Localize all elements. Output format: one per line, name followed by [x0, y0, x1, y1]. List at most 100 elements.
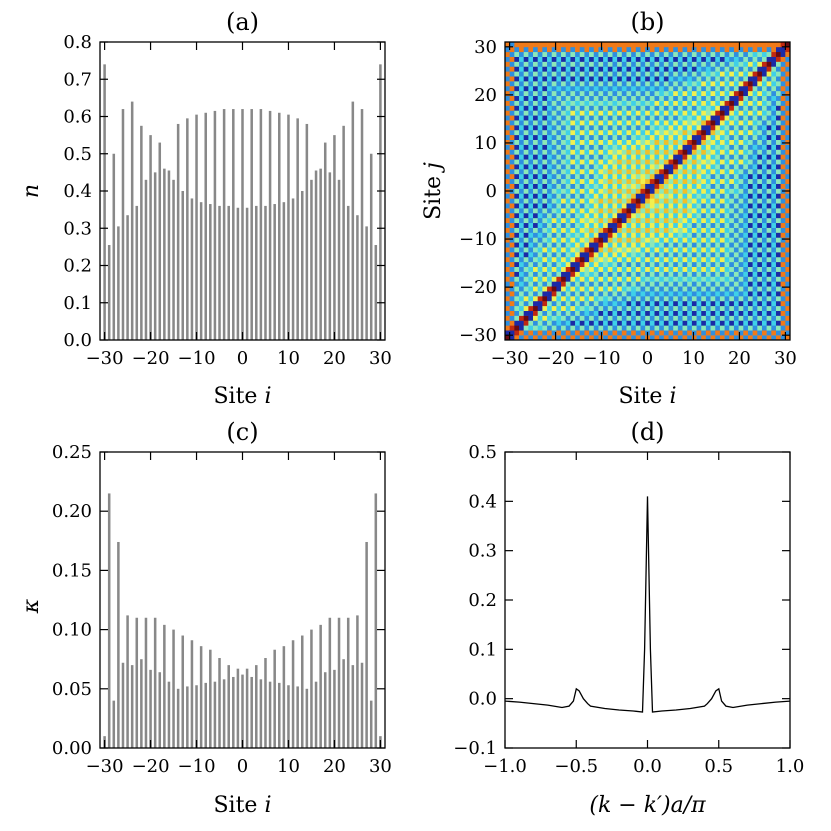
heatmap-cell [612, 271, 618, 277]
heatmap-cell [738, 100, 744, 106]
bar [245, 207, 249, 340]
heatmap-cell [537, 125, 543, 131]
heatmap-cell [547, 81, 553, 87]
bar [199, 646, 203, 748]
heatmap-cell [589, 271, 595, 277]
heatmap-cell [729, 139, 735, 145]
heatmap-cell [607, 51, 613, 57]
heatmap-cell [645, 320, 651, 326]
heatmap-cell [743, 217, 749, 224]
heatmap-cell [719, 46, 725, 53]
heatmap-cell [691, 61, 697, 67]
heatmap-cell [724, 120, 730, 126]
heatmap-cell [612, 139, 618, 145]
heatmap-cell [705, 208, 711, 214]
heatmap-cell [542, 169, 548, 175]
heatmap-cell [710, 237, 716, 243]
heatmap-cell [547, 66, 553, 72]
heatmap-cell [687, 100, 693, 106]
heatmap-cell [607, 81, 613, 87]
heatmap-cell [598, 212, 604, 219]
heatmap-cell [761, 154, 767, 160]
heatmap-cell [626, 286, 632, 292]
heatmap-cell [542, 252, 548, 258]
heatmap-cell [575, 335, 581, 341]
heatmap-cell [719, 203, 725, 209]
heatmap-cell [687, 325, 693, 331]
heatmap-cell [598, 261, 604, 268]
heatmap-cell [589, 305, 595, 311]
heatmap-cell [719, 81, 725, 87]
heatmap-cell [668, 212, 674, 219]
heatmap-cell [663, 281, 669, 287]
heatmap-cell [565, 81, 571, 87]
heatmap-cell [649, 120, 655, 126]
heatmap-cell [775, 212, 781, 219]
heatmap-cell [752, 261, 758, 268]
heatmap-cell [537, 261, 543, 268]
heatmap-cell [593, 183, 599, 189]
heatmap-cell [752, 154, 758, 160]
heatmap-cell [570, 120, 576, 126]
heatmap-cell [579, 76, 585, 82]
heatmap-cell [607, 227, 613, 233]
heatmap-cell [743, 281, 749, 287]
heatmap-cell [565, 296, 571, 302]
heatmap-cell [640, 286, 646, 292]
heatmap-cell [654, 310, 660, 316]
heatmap-cell [626, 222, 632, 228]
heatmap-cell [738, 252, 744, 258]
heatmap-cell [556, 203, 562, 209]
heatmap-cell [570, 198, 576, 204]
heatmap-cell [589, 51, 595, 57]
heatmap-cell [533, 296, 539, 302]
heatmap-cell [645, 100, 651, 106]
heatmap-cell [775, 169, 781, 175]
heatmap-cell [654, 144, 660, 150]
heatmap-cell [565, 266, 571, 272]
heatmap-cell [645, 208, 651, 214]
heatmap-cell [589, 261, 595, 268]
heatmap-cell [654, 61, 660, 67]
heatmap-cell [626, 149, 632, 155]
heatmap-cell [523, 232, 529, 238]
heatmap-cell [677, 76, 683, 82]
heatmap-cell [752, 169, 758, 175]
heatmap-cell [565, 42, 571, 48]
heatmap-cell [635, 217, 641, 224]
heatmap-cell [556, 134, 562, 141]
heatmap-cell [654, 85, 660, 92]
heatmap-cell [565, 61, 571, 67]
heatmap-cell [705, 85, 711, 92]
heatmap-cell [617, 242, 623, 248]
heatmap-cell [771, 237, 777, 243]
heatmap-cell [771, 66, 777, 72]
heatmap-cell [509, 85, 515, 92]
heatmap-cell [743, 173, 749, 180]
heatmap-cell [682, 330, 688, 336]
heatmap-cell [593, 266, 599, 272]
heatmap-cell [719, 222, 725, 228]
heatmap-cell [547, 154, 553, 160]
heatmap-cell [556, 105, 562, 111]
heatmap-cell [659, 105, 665, 111]
heatmap-cell [705, 188, 711, 194]
heatmap-cell [715, 222, 721, 228]
heatmap-cell [659, 159, 665, 165]
heatmap-cell [523, 296, 529, 302]
heatmap-cell [533, 261, 539, 268]
heatmap-cell [733, 154, 739, 160]
heatmap-cell [743, 247, 749, 253]
heatmap-cell [640, 115, 646, 121]
panel-title: (c) [226, 418, 258, 446]
heatmap-cell [659, 217, 665, 224]
heatmap-cell [715, 217, 721, 224]
heatmap-cell [551, 169, 557, 175]
heatmap-cell [733, 320, 739, 326]
heatmap-cell [743, 51, 749, 57]
heatmap-cell [785, 144, 791, 150]
heatmap-cell [757, 203, 763, 209]
heatmap-cell [565, 178, 571, 184]
heatmap-cell [729, 66, 735, 72]
heatmap-cell [542, 227, 548, 233]
